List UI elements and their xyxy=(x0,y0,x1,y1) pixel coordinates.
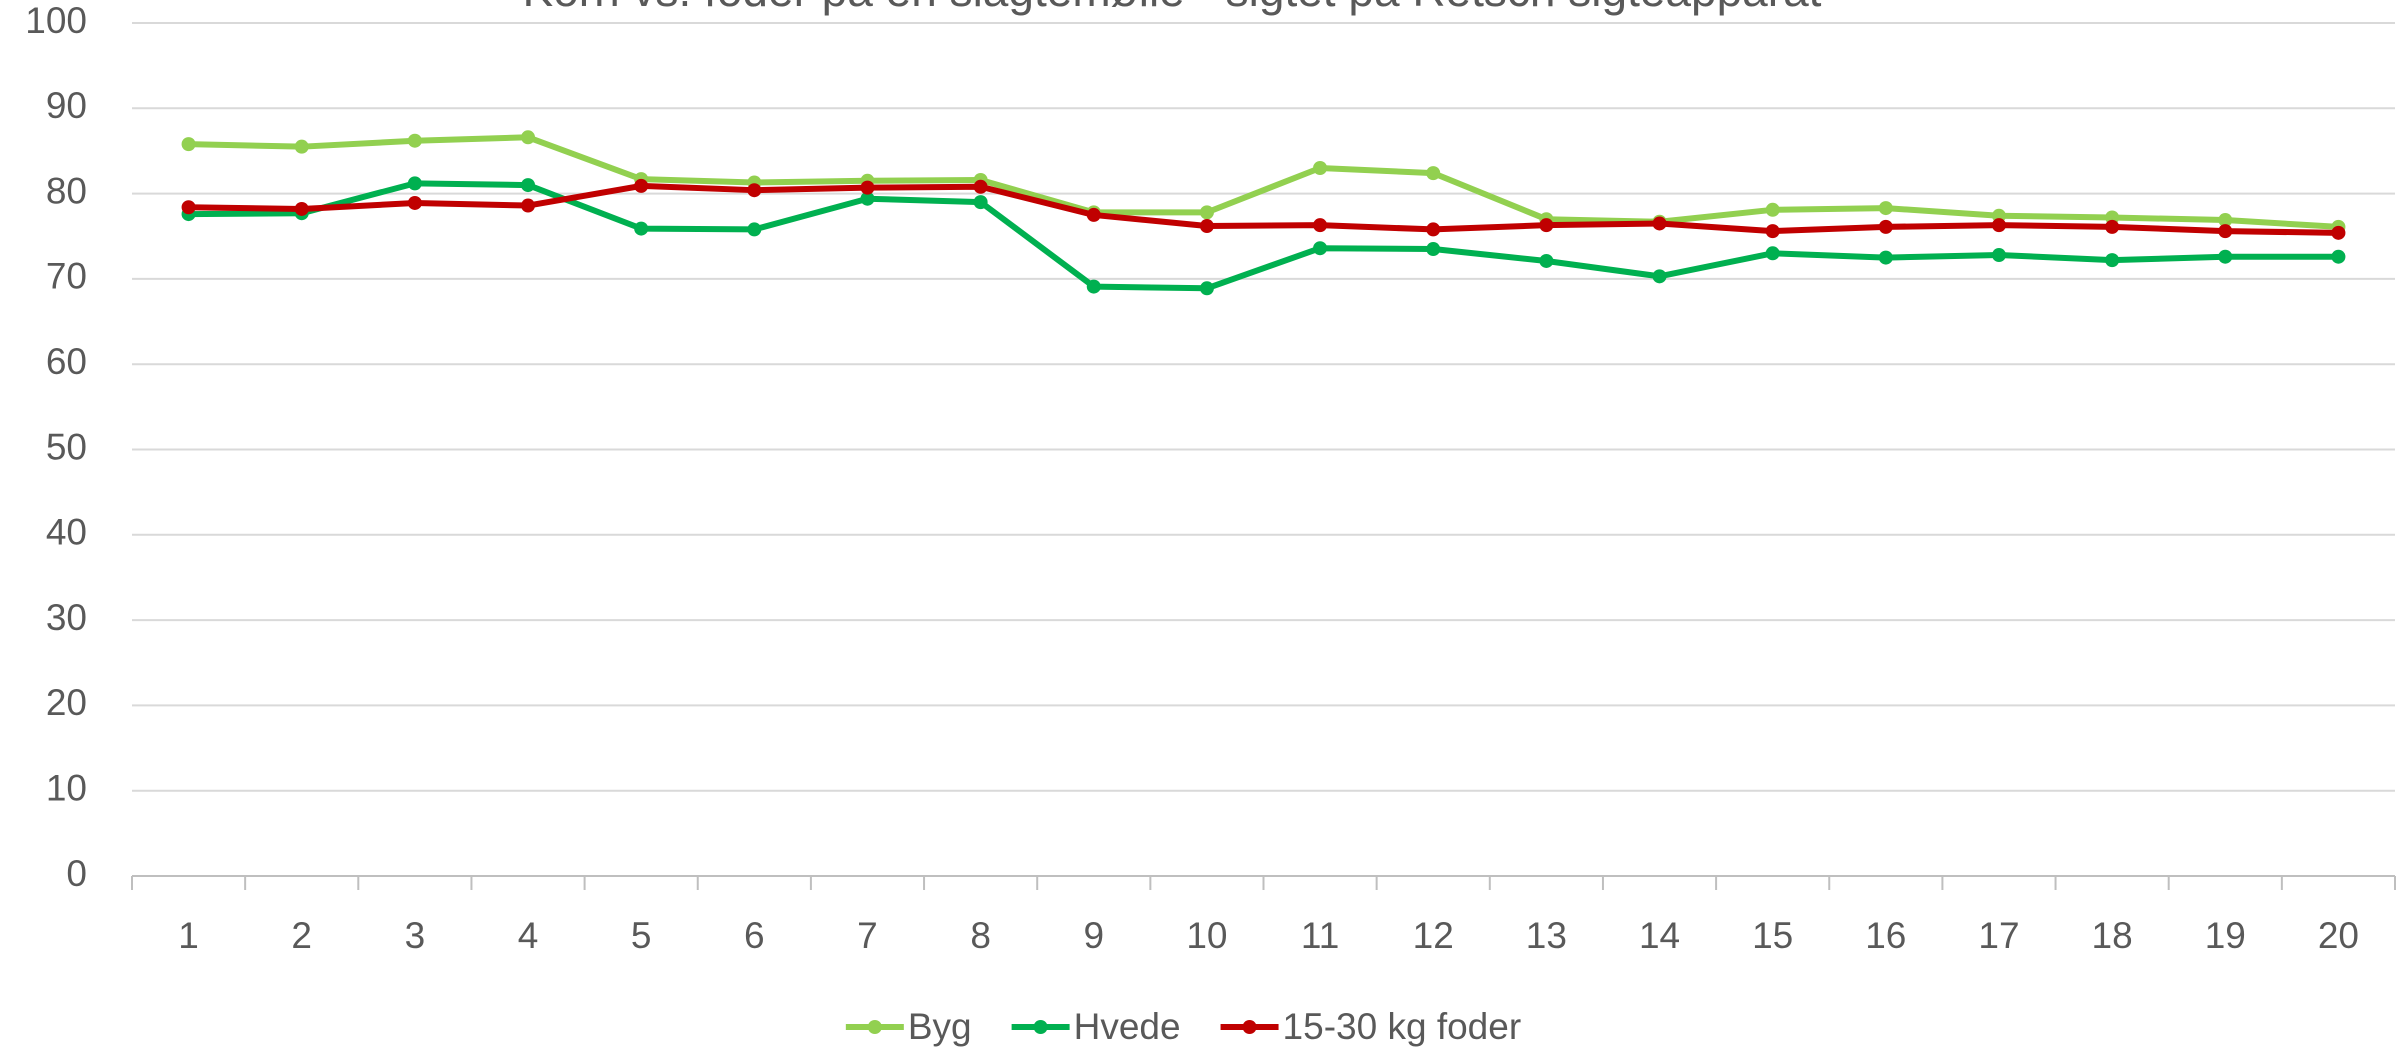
data-point xyxy=(2105,219,2120,234)
x-tick-label: 11 xyxy=(1301,915,1339,956)
data-point xyxy=(1991,218,2006,233)
legend-label: Byg xyxy=(908,1006,972,1047)
data-point xyxy=(860,191,875,206)
data-point xyxy=(1878,201,1893,216)
legend-marker xyxy=(1242,1020,1257,1034)
x-tick-label: 8 xyxy=(970,915,991,956)
x-tick-label: 14 xyxy=(1639,915,1680,956)
data-point xyxy=(1991,248,2006,263)
legend-marker xyxy=(1033,1020,1048,1034)
data-point xyxy=(1086,207,1101,222)
x-tick-label: 5 xyxy=(631,915,652,956)
data-point xyxy=(1652,269,1667,284)
data-point xyxy=(1199,205,1214,220)
y-tick-label: 10 xyxy=(46,767,87,808)
data-point xyxy=(181,137,196,152)
x-tick-label: 4 xyxy=(518,915,539,956)
data-point xyxy=(634,178,649,193)
data-point xyxy=(1652,216,1667,231)
data-point xyxy=(747,222,762,237)
x-tick-label: 1 xyxy=(178,915,199,956)
x-tick-label: 10 xyxy=(1186,915,1227,956)
x-tick-label: 16 xyxy=(1865,915,1906,956)
x-tick-label: 19 xyxy=(2205,915,2246,956)
data-point xyxy=(973,179,988,194)
x-tick-label: 17 xyxy=(1978,915,2019,956)
data-point xyxy=(521,198,536,213)
legend-marker xyxy=(867,1020,882,1034)
data-point xyxy=(2218,249,2233,264)
y-tick-label: 70 xyxy=(46,256,87,297)
data-point xyxy=(634,221,649,236)
data-point xyxy=(1199,219,1214,234)
series-line xyxy=(188,134,2339,230)
series-line xyxy=(188,182,2339,236)
x-tick-label: 13 xyxy=(1526,915,1567,956)
data-point xyxy=(1426,242,1441,257)
y-tick-label: 100 xyxy=(25,0,87,41)
data-point xyxy=(521,178,536,193)
data-point xyxy=(747,183,762,198)
y-tick-label: 40 xyxy=(46,512,87,553)
y-tick-label: 0 xyxy=(66,853,87,894)
series-line xyxy=(188,180,2339,292)
data-point xyxy=(860,180,875,195)
data-point xyxy=(1426,222,1441,237)
x-tick-label: 6 xyxy=(744,915,765,956)
data-point xyxy=(2331,225,2346,240)
data-point xyxy=(1878,219,1893,234)
data-point xyxy=(1426,166,1441,181)
y-tick-label: 50 xyxy=(46,426,87,467)
data-point xyxy=(2218,213,2233,228)
x-tick-label: 20 xyxy=(2318,915,2359,956)
data-point xyxy=(1765,246,1780,261)
legend-label: Hvede xyxy=(1074,1006,1181,1047)
data-point xyxy=(2105,253,2120,268)
x-tick-label: 3 xyxy=(405,915,426,956)
data-point xyxy=(294,139,309,154)
data-point xyxy=(1313,218,1328,233)
data-point xyxy=(1878,250,1893,265)
data-point xyxy=(2331,249,2346,264)
y-tick-label: 30 xyxy=(46,597,87,638)
data-point xyxy=(521,130,536,145)
legend-label: 15-30 kg foder xyxy=(1283,1006,1522,1047)
data-point xyxy=(973,195,988,210)
legend: Byg Hvede 15-30 kg foder xyxy=(845,1006,1522,1047)
data-point xyxy=(1086,279,1101,294)
data-point xyxy=(1313,161,1328,176)
x-tick-label: 18 xyxy=(2092,915,2133,956)
data-point xyxy=(181,200,196,215)
x-tick-label: 2 xyxy=(291,915,312,956)
chart-title: Korn vs. foder på en slagtemølle - sigte… xyxy=(523,0,1822,16)
data-point xyxy=(407,195,422,210)
data-point xyxy=(294,201,309,216)
y-tick-label: 60 xyxy=(46,341,87,382)
data-point xyxy=(1199,281,1214,296)
y-tick-label: 80 xyxy=(46,170,87,211)
x-tick-label: 12 xyxy=(1413,915,1454,956)
x-tick-label: 9 xyxy=(1083,915,1104,956)
data-point xyxy=(1765,224,1780,239)
x-tick-label: 7 xyxy=(857,915,878,956)
y-tick-label: 90 xyxy=(46,85,87,126)
x-tick-label: 15 xyxy=(1752,915,1793,956)
data-point xyxy=(1539,218,1554,233)
data-point xyxy=(407,176,422,191)
data-point xyxy=(407,133,422,148)
data-point xyxy=(1313,241,1328,256)
y-tick-label: 20 xyxy=(46,682,87,723)
data-point xyxy=(1539,253,1554,268)
data-point xyxy=(2218,224,2233,239)
data-point xyxy=(1765,202,1780,217)
